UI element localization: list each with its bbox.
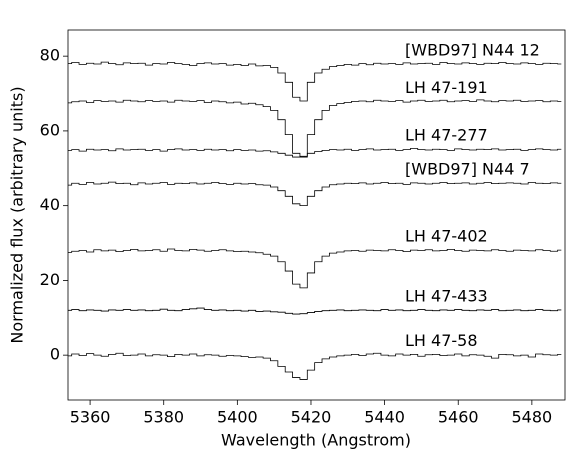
spectrum-line [68, 99, 562, 158]
spectrum-line [68, 248, 562, 289]
y-tick-label: 80 [40, 46, 60, 65]
y-tick-label: 0 [50, 345, 60, 364]
y-axis-label: Normalized flux (arbitrary units) [8, 86, 27, 343]
spectrum-line [68, 352, 562, 380]
x-tick-label: 5360 [70, 408, 111, 427]
series-label: LH 47-433 [405, 286, 488, 305]
series-label: LH 47-402 [405, 227, 488, 246]
x-axis-label: Wavelength (Angstrom) [221, 431, 411, 450]
x-tick-label: 5480 [512, 408, 553, 427]
spectrum-line [68, 307, 562, 315]
x-tick-label: 5440 [364, 408, 405, 427]
x-tick-label: 5400 [217, 408, 258, 427]
spectrum-line [68, 181, 562, 207]
series-label: LH 47-277 [405, 126, 488, 145]
series-label: LH 47-58 [405, 331, 478, 350]
x-tick-label: 5380 [143, 408, 184, 427]
x-tick-label: 5460 [438, 408, 479, 427]
y-tick-label: 60 [40, 120, 60, 139]
series-label: [WBD97] N44 12 [405, 41, 540, 60]
x-tick-label: 5420 [291, 408, 332, 427]
spectrum-line [68, 148, 562, 158]
series-label: [WBD97] N44 7 [405, 160, 530, 179]
y-tick-label: 20 [40, 270, 60, 289]
spectrum-line [68, 61, 562, 102]
series-label: LH 47-191 [405, 78, 488, 97]
plot-frame [67, 29, 566, 401]
y-tick-label: 40 [40, 195, 60, 214]
